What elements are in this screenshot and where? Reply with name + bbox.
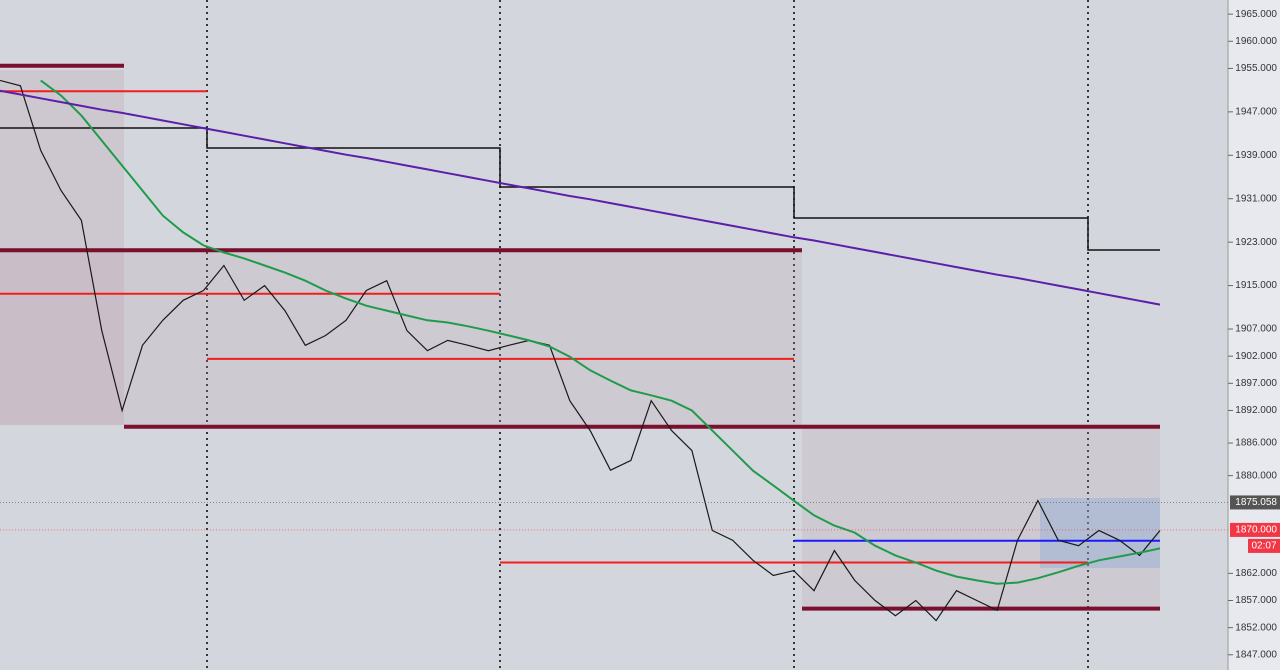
y-tick-label: 1847.000: [1235, 649, 1277, 660]
price-tag: [1230, 495, 1280, 510]
y-tick-label: 1902.000: [1235, 351, 1277, 362]
y-tick-label: 1862.000: [1235, 568, 1277, 579]
zone: [0, 248, 802, 425]
session-lines: [206, 0, 1089, 670]
y-tick-label: 1931.000: [1235, 193, 1277, 204]
y-tick-label: 1857.000: [1235, 595, 1277, 606]
zone: [802, 425, 1160, 607]
price-tag-label: 1870.000: [1235, 525, 1277, 536]
series-line: [40, 79, 1161, 585]
series-line: [0, 89, 1161, 306]
y-tick-label: 1907.000: [1235, 324, 1277, 335]
y-tick-label: 1892.000: [1235, 405, 1277, 416]
y-tick-label: 1955.000: [1235, 63, 1277, 74]
zone: [1040, 498, 1160, 568]
price-tag-label: 1875.058: [1235, 497, 1277, 508]
series-line: [0, 79, 1161, 622]
y-tick-label: 1915.000: [1235, 280, 1277, 291]
prev-close-step: [0, 127, 1160, 251]
y-tick-label: 1939.000: [1235, 150, 1277, 161]
zone: [0, 70, 124, 425]
y-tick-label: 1897.000: [1235, 378, 1277, 389]
price-tag: [1230, 522, 1280, 537]
countdown: 02:07: [1251, 541, 1276, 552]
y-tick-label: 1880.000: [1235, 470, 1277, 481]
y-tick-label: 1923.000: [1235, 237, 1277, 248]
plot-area: [0, 0, 1228, 670]
y-tick-label: 1886.000: [1235, 438, 1277, 449]
y-tick-label: 1947.000: [1235, 106, 1277, 117]
countdown-bg: [1248, 538, 1280, 553]
y-tick-label: 1965.000: [1235, 9, 1277, 20]
y-tick-label: 1852.000: [1235, 622, 1277, 633]
y-tick-label: 1960.000: [1235, 36, 1277, 47]
price-axis: [1228, 0, 1280, 670]
